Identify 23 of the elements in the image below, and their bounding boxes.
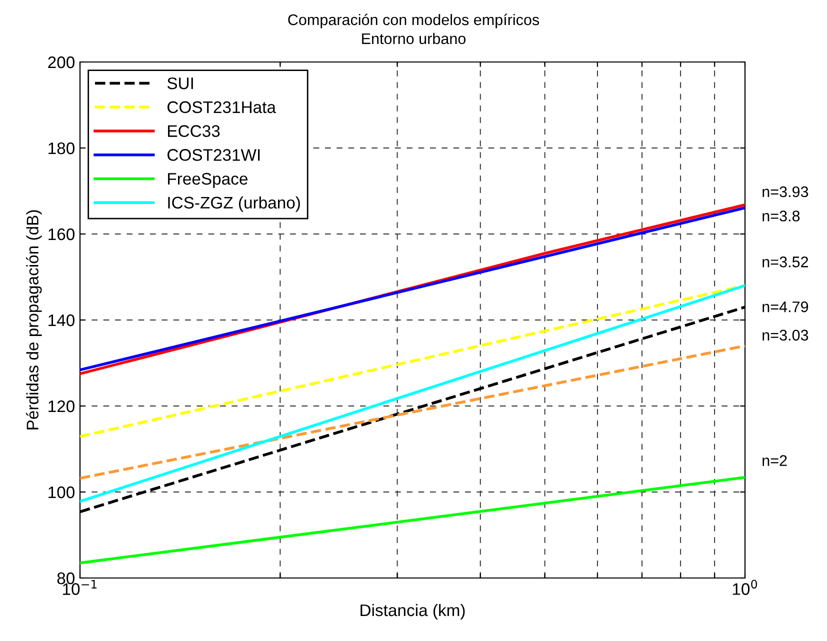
y-tick-label: 120 [48,400,74,412]
text: n=2 [762,455,787,466]
chart-subtitle: Entorno urbano [362,32,466,44]
y-axis-title: Pérdidas de propagación (dB) [26,210,42,430]
x-tick-label: 10$^{0}$ [732,580,758,595]
legend-label: SUI [167,77,193,90]
y-tick-label: 140 [48,314,74,326]
legend-label: ICS-ZGZ (urbano) [168,196,300,212]
legend-label: COST231WI [168,149,260,161]
x-axis-title: Distancia (km) [360,604,465,620]
legend-label: COST231Hata [168,101,276,114]
y-tick-label: 180 [48,142,74,154]
text: n=3.03 [762,330,808,341]
text: n=3.8 [762,210,800,222]
text: n=3.93 [762,186,808,198]
text: n=4.79 [762,301,808,312]
legend-label: FreeSpace [168,172,248,188]
y-tick-label: 160 [48,228,74,240]
y-tick-label: 200 [48,56,74,68]
chart-title: Comparación con modelos empíricos [288,14,540,28]
text: n=3.52 [762,256,808,268]
legend-label: ECC33 [168,125,220,137]
y-tick-label: 100 [48,486,74,498]
